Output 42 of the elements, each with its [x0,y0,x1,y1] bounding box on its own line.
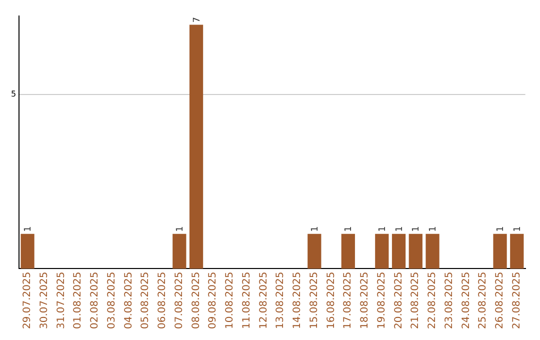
x-tick-label: 11.08.2025 [241,272,252,330]
data-label: 1 [496,226,506,232]
data-label: 1 [24,226,34,232]
x-tick-label: 13.08.2025 [275,272,286,330]
x-tick-label: 10.08.2025 [224,272,236,330]
x-tick-label: 01.08.2025 [72,272,84,330]
x-tick-label: 19.08.2025 [376,272,388,330]
data-label: 1 [394,226,405,232]
x-tick-label: 02.08.2025 [90,272,101,330]
x-tick-label: 24.08.2025 [460,272,472,330]
data-label: 1 [412,226,422,232]
x-tick-label: 22.08.2025 [427,272,438,330]
data-label: 1 [378,226,388,232]
x-tick-label: 30.07.2025 [38,272,50,330]
x-tick-label: 09.08.2025 [208,272,219,330]
y-tick-label: 5 [10,90,16,99]
x-tick-label: 18.08.2025 [360,272,371,330]
x-tick-label: 21.08.2025 [410,272,422,330]
x-tick-label: 05.08.2025 [140,272,152,330]
data-label: 1 [310,226,320,232]
x-tick-label: 06.08.2025 [157,272,168,330]
data-label: 7 [192,16,202,23]
x-tick-label: 31.07.2025 [56,272,67,330]
x-tick-label: 16.08.2025 [326,272,337,330]
x-tick-label: 14.08.2025 [292,272,304,330]
x-tick-label: 26.08.2025 [494,272,506,330]
x-tick-label: 25.08.2025 [478,272,489,330]
data-label: 1 [512,226,523,232]
data-label: 1 [175,226,186,232]
x-tick-label: 20.08.2025 [393,272,404,330]
x-tick-label: 29.07.2025 [22,272,34,330]
x-tick-label: 04.08.2025 [123,272,134,330]
x-tick-label: 03.08.2025 [106,272,118,330]
x-tick-label: 12.08.2025 [258,272,270,330]
x-tick-label: 17.08.2025 [342,272,354,330]
data-label: 1 [428,226,439,232]
x-tick-label: 08.08.2025 [190,272,202,330]
x-tick-label: 23.08.2025 [444,272,455,330]
data-label: 1 [344,226,354,232]
x-tick-label: 15.08.2025 [308,272,320,330]
x-tick-label: 07.08.2025 [174,272,185,330]
x-tick-label: 27.08.2025 [511,272,522,330]
